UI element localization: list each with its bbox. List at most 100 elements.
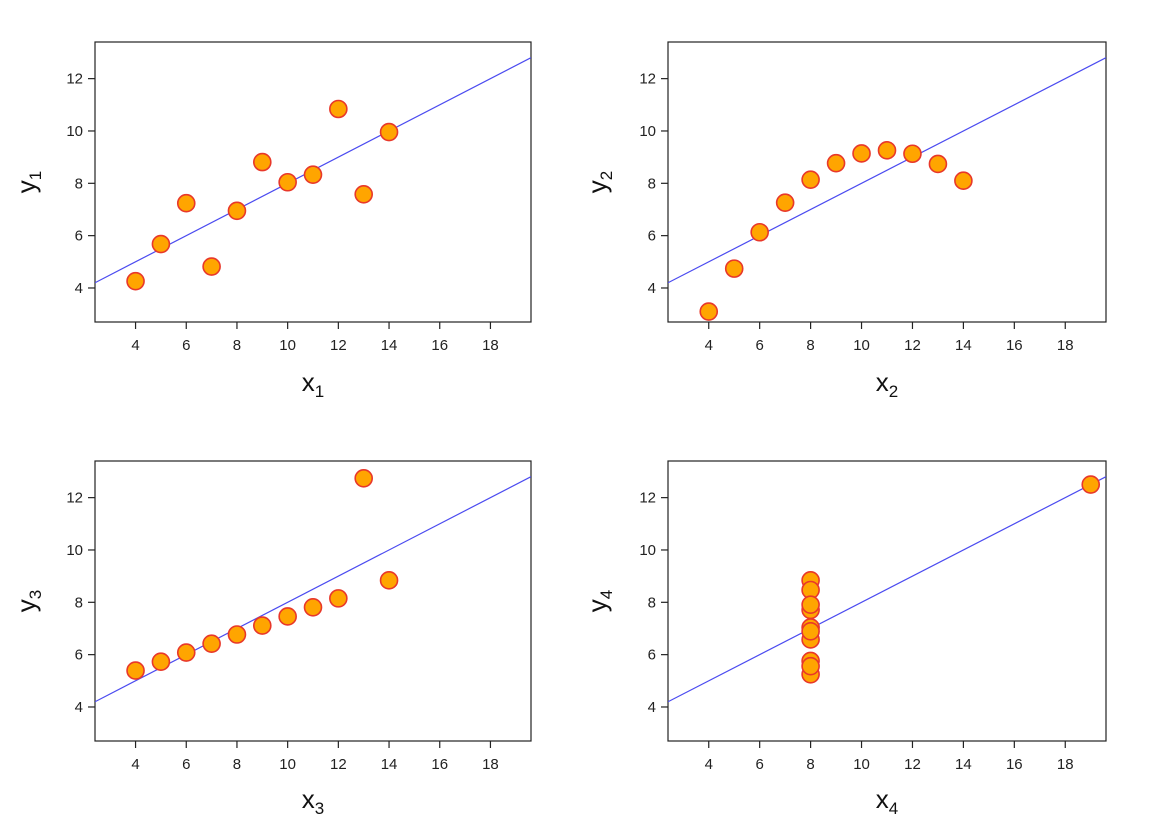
data-point	[253, 616, 272, 635]
x-tick-label: 10	[853, 337, 870, 354]
x-tick-label: 4	[705, 756, 713, 773]
x-tick-label: 14	[955, 756, 972, 773]
x-tick-label: 8	[233, 337, 241, 354]
x-axis-label-subscript: 3	[315, 799, 324, 818]
data-point	[354, 184, 373, 204]
x-axis-label: x1	[302, 367, 324, 401]
data-point	[775, 193, 795, 212]
data-point	[202, 634, 221, 653]
plot-frame	[667, 41, 1107, 323]
data-point	[1081, 475, 1101, 494]
x-tick-label: 4	[131, 337, 139, 354]
y-tick-label: 6	[75, 647, 83, 664]
y-tick-label: 8	[75, 175, 83, 192]
y-axis-label-main: y	[582, 599, 612, 612]
data-point	[379, 122, 399, 142]
data-point	[329, 589, 348, 608]
y-tick-label: 12	[66, 71, 83, 88]
data-point	[354, 468, 373, 488]
regression-line	[668, 57, 1106, 284]
x-tick-label: 12	[330, 756, 347, 773]
y-axis-label-main: y	[582, 180, 612, 193]
x-tick-label: 14	[955, 337, 972, 354]
data-point	[253, 152, 272, 172]
y-tick-label: 6	[75, 228, 83, 245]
x-tick-label: 8	[233, 756, 241, 773]
data-point	[826, 153, 846, 173]
y-tick-label: 12	[639, 71, 656, 88]
x-tick-label: 18	[1057, 337, 1074, 354]
data-point	[278, 607, 297, 626]
data-point	[227, 201, 247, 221]
data-point	[329, 99, 348, 119]
y-tick-label: 12	[66, 490, 83, 507]
y-tick-label: 4	[648, 699, 656, 716]
y-tick-label: 10	[66, 542, 83, 559]
x-tick-label: 4	[705, 337, 713, 354]
x-tick-label: 8	[806, 756, 814, 773]
x-axis-label-subscript: 1	[315, 382, 324, 401]
data-point	[278, 172, 297, 192]
x-tick-label: 10	[279, 756, 296, 773]
data-point	[126, 661, 145, 680]
x-tick-label: 18	[482, 756, 499, 773]
data-point	[954, 171, 973, 190]
data-point	[176, 193, 196, 213]
plot-frame	[667, 460, 1107, 742]
data-point	[151, 234, 171, 254]
data-point	[852, 144, 871, 163]
y-axis-label: y1	[11, 171, 45, 193]
x-axis-label-subscript: 2	[889, 382, 898, 401]
x-axis-label-main: x	[876, 367, 889, 397]
x-tick-label: 6	[182, 337, 190, 354]
data-point	[750, 222, 769, 242]
x-axis-label: x4	[876, 784, 898, 818]
x-tick-label: 4	[131, 756, 139, 773]
data-point	[379, 571, 399, 590]
y-axis-label-main: y	[11, 180, 41, 193]
y-axis-label-subscript: 3	[26, 590, 45, 599]
x-tick-label: 10	[279, 337, 296, 354]
y-axis-label-subscript: 1	[26, 171, 45, 180]
x-tick-label: 18	[482, 337, 499, 354]
data-point	[126, 271, 145, 291]
x-tick-label: 14	[381, 756, 398, 773]
x-tick-label: 16	[431, 337, 448, 354]
data-point	[303, 597, 323, 617]
x-axis-label-main: x	[302, 367, 315, 397]
y-axis-label: y3	[11, 590, 45, 612]
y-tick-label: 8	[75, 594, 83, 611]
y-tick-label: 6	[648, 647, 656, 664]
x-tick-label: 6	[756, 756, 764, 773]
y-tick-label: 10	[639, 123, 656, 140]
x-axis-label-subscript: 4	[889, 799, 898, 818]
y-tick-label: 4	[75, 699, 83, 716]
data-point	[928, 154, 948, 174]
y-tick-label: 10	[639, 542, 656, 559]
y-axis-label: y4	[582, 590, 616, 612]
y-axis-label-main: y	[11, 599, 41, 612]
data-point	[699, 302, 719, 321]
y-tick-label: 4	[75, 280, 83, 297]
x-tick-label: 16	[431, 756, 448, 773]
x-axis-label-main: x	[302, 784, 315, 814]
data-point	[151, 652, 171, 672]
y-tick-label: 4	[648, 280, 656, 297]
y-tick-label: 10	[66, 123, 83, 140]
data-point	[724, 259, 744, 278]
x-axis-label: x2	[876, 367, 898, 401]
x-tick-label: 12	[904, 756, 921, 773]
y-tick-label: 8	[648, 175, 656, 192]
y-axis-label-subscript: 4	[597, 590, 616, 599]
x-tick-label: 10	[853, 756, 870, 773]
data-point	[202, 257, 221, 276]
data-point	[801, 170, 820, 189]
x-axis-label-main: x	[876, 784, 889, 814]
data-point	[303, 165, 323, 184]
data-point	[877, 141, 897, 160]
data-point	[903, 144, 922, 164]
x-tick-label: 6	[756, 337, 764, 354]
